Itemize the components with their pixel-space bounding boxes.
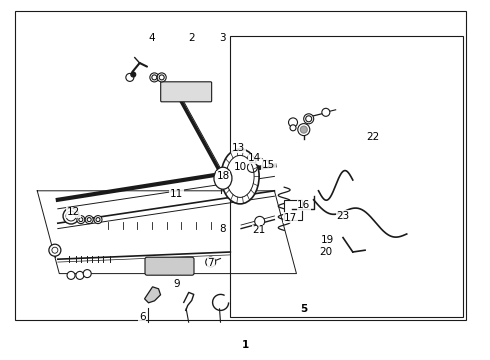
- Text: 11: 11: [170, 189, 183, 199]
- Circle shape: [77, 216, 85, 224]
- Text: 20: 20: [319, 247, 332, 257]
- Bar: [284, 200, 302, 220]
- Circle shape: [322, 108, 330, 116]
- Circle shape: [67, 271, 75, 279]
- Text: 10: 10: [234, 162, 246, 172]
- Circle shape: [131, 72, 136, 77]
- Text: 3: 3: [220, 33, 226, 43]
- FancyBboxPatch shape: [145, 257, 194, 275]
- Circle shape: [300, 126, 307, 133]
- Circle shape: [52, 247, 58, 253]
- Text: 7: 7: [207, 258, 214, 268]
- Circle shape: [83, 270, 91, 278]
- Ellipse shape: [221, 149, 259, 204]
- Circle shape: [157, 73, 166, 82]
- Circle shape: [85, 216, 93, 224]
- Text: 21: 21: [252, 225, 266, 235]
- Text: 12: 12: [67, 207, 80, 217]
- Circle shape: [126, 73, 134, 81]
- Circle shape: [298, 123, 310, 136]
- Text: 22: 22: [366, 132, 379, 142]
- Text: 1: 1: [242, 340, 248, 350]
- Text: 18: 18: [216, 171, 230, 181]
- Circle shape: [76, 271, 84, 279]
- Bar: [230, 36, 463, 317]
- Circle shape: [49, 244, 61, 256]
- FancyBboxPatch shape: [161, 82, 212, 102]
- Circle shape: [206, 257, 216, 267]
- Circle shape: [220, 181, 225, 186]
- Circle shape: [79, 217, 83, 222]
- Text: 8: 8: [220, 224, 226, 234]
- Text: 13: 13: [232, 143, 245, 153]
- Circle shape: [159, 75, 164, 80]
- Circle shape: [94, 216, 102, 224]
- Text: 5: 5: [300, 304, 307, 314]
- Text: 14: 14: [248, 153, 262, 163]
- Circle shape: [306, 116, 312, 122]
- Circle shape: [255, 216, 265, 226]
- Circle shape: [152, 75, 157, 80]
- Polygon shape: [145, 287, 161, 303]
- Circle shape: [256, 158, 264, 166]
- Text: 16: 16: [297, 200, 311, 210]
- Circle shape: [150, 73, 159, 82]
- Circle shape: [290, 125, 296, 131]
- Bar: [15, 11, 465, 320]
- Circle shape: [247, 162, 257, 172]
- Circle shape: [263, 160, 270, 167]
- Circle shape: [63, 208, 79, 224]
- Circle shape: [304, 114, 314, 124]
- Text: 19: 19: [320, 235, 334, 246]
- Text: 4: 4: [148, 33, 155, 43]
- Text: 9: 9: [173, 279, 180, 289]
- Text: 2: 2: [188, 33, 195, 43]
- Text: 6: 6: [139, 312, 146, 322]
- Circle shape: [66, 211, 76, 221]
- Ellipse shape: [214, 167, 232, 189]
- Circle shape: [218, 179, 228, 189]
- Text: 17: 17: [284, 213, 297, 223]
- Circle shape: [289, 118, 297, 127]
- Text: 23: 23: [336, 211, 350, 221]
- Circle shape: [96, 217, 100, 222]
- Circle shape: [87, 217, 91, 222]
- Text: 15: 15: [262, 160, 275, 170]
